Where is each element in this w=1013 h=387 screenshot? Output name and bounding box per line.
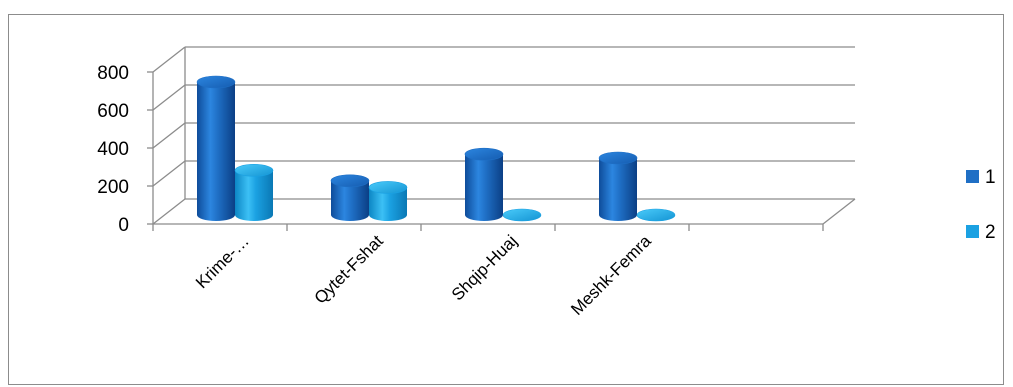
floor-edge — [822, 198, 856, 225]
x-tick-label: Krime-… — [192, 231, 253, 292]
gridline-side — [152, 122, 186, 149]
grid-layer — [152, 46, 856, 225]
bar-top — [196, 75, 236, 89]
x-tick-label: Shqip-Huaj — [448, 231, 521, 304]
bar-top — [330, 174, 370, 188]
bar-2-3 — [636, 208, 676, 222]
y-tick-label: 600 — [97, 101, 129, 122]
legend: 12 — [966, 167, 996, 243]
axis-layer — [147, 71, 824, 231]
bar-top — [636, 208, 676, 222]
legend-item-2: 2 — [966, 222, 996, 243]
bar-1-0 — [196, 75, 236, 221]
bar-layer — [196, 75, 676, 222]
bar-body — [369, 187, 407, 221]
y-tick-label: 200 — [97, 177, 129, 198]
legend-item-1: 1 — [966, 167, 996, 188]
gridline-side — [152, 84, 186, 111]
bar-2-2 — [502, 208, 542, 222]
bar-1-3 — [598, 151, 638, 221]
bar-top — [368, 181, 408, 194]
bar-2-0 — [234, 164, 274, 221]
bar-body — [235, 170, 273, 221]
bar-body — [465, 154, 503, 221]
x-tick-label: Meshk-Femra — [567, 231, 655, 319]
gridline-side — [152, 160, 186, 187]
y-tick-label: 800 — [97, 63, 129, 84]
bar-1-2 — [464, 147, 504, 221]
bar-body — [599, 158, 637, 221]
chart-border — [8, 14, 1004, 385]
y-tick-label: 0 — [118, 215, 129, 236]
x-tick-label: Qytet-Fshat — [311, 231, 387, 307]
bar-top — [502, 208, 542, 222]
bar-body — [197, 82, 235, 221]
legend-label: 1 — [985, 167, 996, 188]
legend-label: 2 — [985, 222, 996, 243]
bar-top — [234, 164, 274, 177]
bar-2-1 — [368, 181, 408, 221]
gridline-side — [152, 198, 186, 225]
bar-1-1 — [330, 174, 370, 221]
legend-swatch — [966, 225, 979, 238]
bar-top — [598, 151, 638, 165]
y-tick-label: 400 — [97, 139, 129, 160]
gridline-side — [152, 46, 186, 73]
bar-top — [464, 147, 504, 161]
bar-body — [331, 180, 369, 221]
legend-swatch — [966, 170, 979, 183]
